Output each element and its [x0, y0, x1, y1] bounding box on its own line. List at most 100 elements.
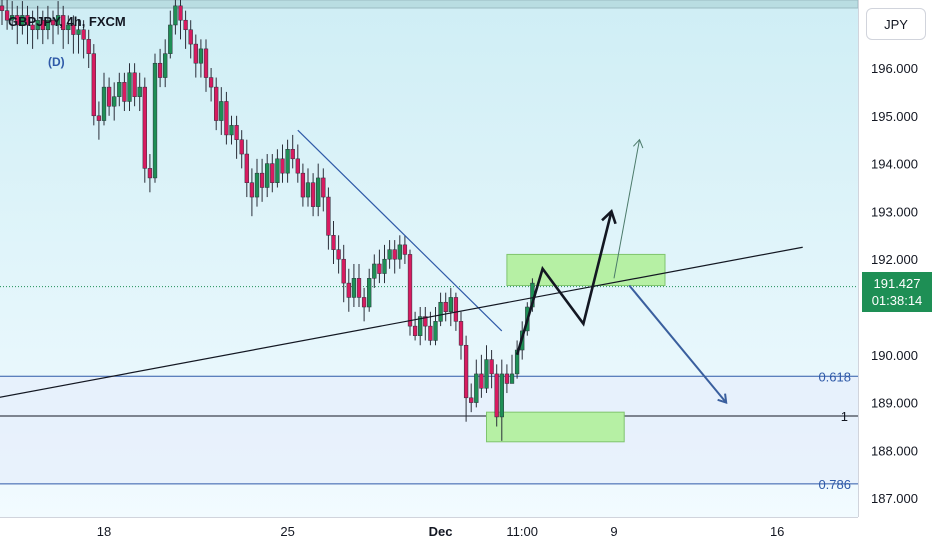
price-tick-label: 196.000 — [871, 61, 918, 76]
bullish-projection-head — [601, 209, 617, 225]
candle-body — [418, 316, 423, 336]
candle-body — [198, 48, 204, 64]
descending-trendline — [297, 129, 503, 332]
candle-body — [71, 24, 76, 35]
symbol-title: GBPJPY, 4h, FXCM — [8, 14, 126, 29]
candle-body — [463, 344, 469, 399]
candle-body — [249, 182, 255, 198]
candle-body — [91, 53, 96, 117]
currency-button[interactable]: JPY — [866, 8, 926, 40]
price-tick-label: 194.000 — [871, 157, 918, 172]
candle-body — [76, 29, 81, 35]
fib-zone — [0, 376, 858, 484]
price-tick-label: 189.000 — [871, 396, 918, 411]
candle-body — [469, 397, 474, 403]
candle-body — [15, 15, 20, 26]
bearish-projection-head — [717, 393, 728, 405]
price-tick-label: 187.000 — [871, 491, 918, 506]
support-zone — [486, 411, 625, 443]
candle-body — [259, 172, 265, 188]
candle-body — [412, 325, 418, 336]
candle-body — [433, 321, 438, 341]
candle-body — [474, 373, 479, 403]
price-tick-label: 193.000 — [871, 204, 918, 219]
candle-body — [193, 43, 198, 64]
candle-body — [367, 278, 372, 308]
candle-body — [112, 96, 117, 107]
candle-body — [326, 196, 331, 236]
candle-body — [106, 86, 112, 107]
candle-body — [208, 77, 214, 88]
candle-body — [295, 158, 300, 174]
candle-body — [219, 101, 224, 121]
candle-body — [402, 244, 408, 255]
candle-body — [504, 373, 510, 384]
candle-body — [122, 82, 127, 102]
candle-body — [458, 321, 464, 346]
candle-body — [234, 125, 239, 140]
candle-body — [438, 301, 443, 322]
candle-body — [285, 149, 290, 174]
candle-body — [423, 316, 428, 327]
candle-body — [361, 297, 367, 308]
candle-body — [244, 153, 249, 183]
candle-body — [188, 29, 193, 45]
fib-label-2: 0.786 — [818, 477, 851, 492]
candle-body — [229, 125, 234, 136]
candle-body — [331, 235, 336, 250]
candle-body — [346, 282, 351, 298]
candle-body — [310, 182, 316, 207]
candle-body — [137, 86, 142, 97]
candle-body — [489, 359, 494, 375]
candle-body — [0, 5, 5, 11]
candle-body — [239, 139, 244, 155]
candle-body — [101, 86, 107, 121]
candle-body — [157, 62, 163, 78]
time-tick-label: 18 — [97, 524, 111, 539]
price-tick-label: 190.000 — [871, 348, 918, 363]
candle-body — [265, 163, 270, 188]
time-tick-label: 16 — [770, 524, 784, 539]
candle-body — [387, 249, 392, 260]
candle-body — [448, 297, 453, 313]
candle-body — [45, 19, 51, 31]
candle-body — [499, 373, 504, 418]
candle-body — [173, 5, 178, 26]
candle-body — [224, 101, 229, 136]
top-strip — [0, 0, 859, 9]
candle-body — [178, 5, 183, 21]
fib-label-0: 0.618 — [818, 369, 851, 384]
last-price-value: 191.427 — [873, 276, 921, 291]
last-price-label: 191.427 01:38:14 — [862, 272, 932, 312]
candle-body — [484, 359, 489, 389]
candle-body — [372, 263, 377, 279]
candle-body — [397, 244, 402, 260]
candle-body — [86, 39, 91, 54]
candle-body — [4, 10, 10, 21]
long-target-arrow — [613, 139, 640, 279]
time-tick-label: 9 — [610, 524, 617, 539]
price-tick-label: 188.000 — [871, 443, 918, 458]
candle-body — [290, 149, 295, 160]
candle-body — [514, 349, 520, 375]
candles — [0, 0, 535, 441]
time-axis — [0, 517, 858, 550]
candle-body — [50, 19, 56, 26]
candle-body — [183, 19, 188, 31]
candle-body — [280, 158, 285, 174]
candle-body — [152, 62, 158, 179]
candle-body — [10, 15, 15, 21]
candle-body — [214, 86, 219, 121]
candle-body — [300, 172, 306, 198]
candle-body — [66, 24, 71, 31]
candle-body — [428, 325, 433, 341]
candle-body — [351, 278, 357, 298]
candle-body — [61, 15, 66, 31]
bearish-projection — [628, 284, 727, 404]
candle-body — [270, 163, 275, 183]
time-tick-label: 25 — [280, 524, 294, 539]
candle-body — [275, 158, 280, 183]
price-tick-label: 192.000 — [871, 252, 918, 267]
dividend-marker[interactable]: (D) — [48, 55, 65, 69]
